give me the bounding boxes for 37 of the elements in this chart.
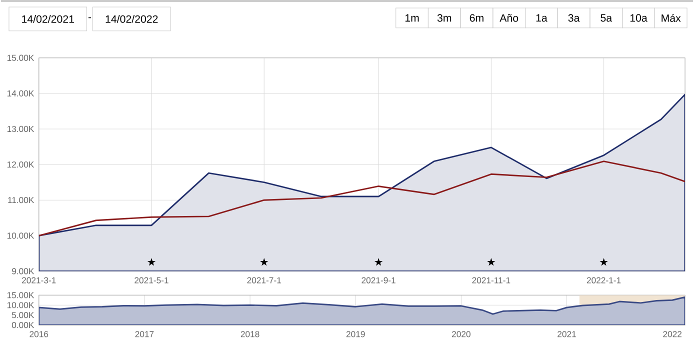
text: 3m (437, 14, 452, 22)
x-tick-label: 2021 (558, 331, 576, 338)
y-tick-label: 5.00K (12, 312, 34, 318)
y-tick-label: 15.00K (7, 292, 34, 298)
text: 14/02/2021 (22, 15, 74, 23)
x-tick-label: 2018 (240, 331, 260, 338)
y-tick-label: 13.00K (7, 126, 34, 132)
y-tick-label: 15.00K (7, 54, 34, 61)
text: - (88, 17, 92, 18)
x-tick-label: 2022-1-1 (586, 277, 621, 284)
text: Máx (662, 14, 681, 22)
text: Año (500, 14, 518, 22)
line-series (38, 160, 686, 236)
y-tick-label: 10.00K (7, 302, 34, 308)
x-tick-label: 2021-9-1 (362, 277, 396, 284)
text: 6m (470, 14, 484, 22)
x-tick-label: 2021-7-1 (247, 277, 281, 284)
y-tick-label: 10.00K (7, 232, 34, 239)
y-tick-label: 0.00K (12, 322, 34, 328)
text: 3a (568, 14, 580, 22)
x-tick-label: 2021-3-1 (22, 277, 56, 284)
x-tick-label: 2016 (30, 331, 48, 338)
text: 10a (630, 14, 648, 22)
text: 1m (405, 14, 419, 22)
text: 1a (536, 14, 548, 22)
x-tick-label: 2021-5-1 (134, 277, 168, 284)
x-tick-label: 2017 (135, 331, 154, 338)
text: 14/02/2022 (106, 15, 158, 23)
x-tick-label: 2021-11-1 (472, 277, 510, 284)
y-tick-label: 11.00K (8, 197, 34, 204)
y-tick-label: 9.00K (12, 268, 34, 274)
x-tick-label: 2019 (346, 331, 365, 338)
text: 5a (600, 14, 612, 22)
y-tick-label: 14.00K (7, 90, 34, 96)
y-tick-label: 12.00K (7, 161, 34, 168)
x-tick-label: 2020 (452, 331, 470, 338)
x-tick-label: 2022 (663, 331, 682, 338)
